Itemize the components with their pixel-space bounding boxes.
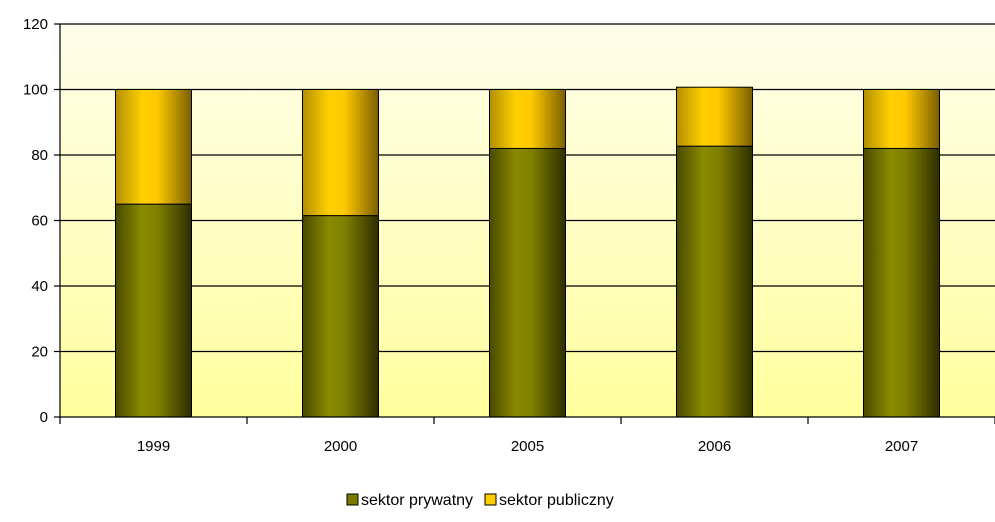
bar-public-2006 <box>676 86 753 147</box>
legend-label: sektor publiczny <box>499 492 614 509</box>
y-tick-label: 60 <box>31 213 48 230</box>
x-tick-label: 2000 <box>324 438 357 455</box>
y-tick-label: 120 <box>23 16 48 33</box>
bar-private-1999 <box>115 203 192 418</box>
bar-public-1999 <box>115 89 192 205</box>
x-tick-label: 1999 <box>137 438 170 455</box>
legend-label: sektor prywatny <box>361 492 473 509</box>
y-tick-label: 0 <box>40 409 48 426</box>
bar-private-2006 <box>676 145 753 418</box>
y-tick-label: 40 <box>31 278 48 295</box>
x-tick-label: 2005 <box>511 438 544 455</box>
y-tick-label: 80 <box>31 147 48 164</box>
bars <box>115 86 940 418</box>
bar-private-2005 <box>489 147 566 418</box>
y-tick-label: 20 <box>31 344 48 361</box>
axes: 0 20 40 60 80 100 120 1999 2000 2005 2006 2007 <box>23 16 995 455</box>
x-tick-label: 2006 <box>698 438 731 455</box>
bar-public-2000 <box>302 89 379 217</box>
bar-public-2007 <box>863 89 940 149</box>
y-tick-label: 100 <box>23 82 48 99</box>
legend-swatch <box>346 493 359 506</box>
legend: sektor prywatny sektor publiczny <box>346 492 614 509</box>
bar-private-2000 <box>302 215 379 418</box>
legend-swatch <box>484 493 497 506</box>
x-tick-label: 2007 <box>885 438 918 455</box>
bar-public-2005 <box>489 89 566 149</box>
bar-private-2007 <box>863 147 940 418</box>
